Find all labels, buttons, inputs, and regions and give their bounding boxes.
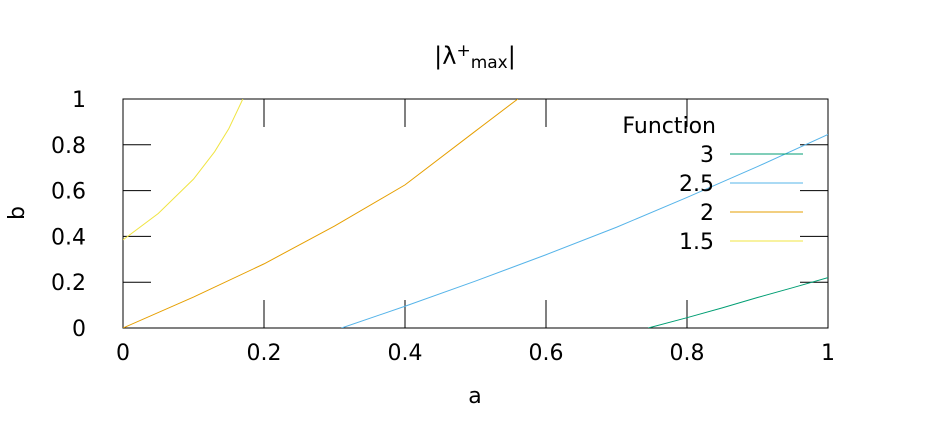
x-tick-label: 0.8 xyxy=(670,341,705,366)
x-tick-label: 0 xyxy=(116,341,130,366)
series-line-2-5 xyxy=(341,134,828,328)
series-line-2 xyxy=(123,99,519,328)
x-tick-labels: 0 0.2 0.4 0.6 0.8 1 xyxy=(116,341,835,366)
title-suffix: | xyxy=(508,42,516,70)
x-tick-label: 0.6 xyxy=(529,341,564,366)
title-superscript: + xyxy=(456,41,470,61)
x-axis-label: a xyxy=(468,384,481,409)
plot-frame xyxy=(122,98,829,329)
series-line-1-5 xyxy=(123,99,244,241)
x-tick-label: 0.4 xyxy=(388,341,423,366)
tick-marks xyxy=(122,98,829,329)
y-tick-label: 0.6 xyxy=(51,180,86,205)
y-tick-label: 0.2 xyxy=(51,271,86,296)
title-prefix: |λ xyxy=(434,42,456,70)
chart-title: |λ+max| xyxy=(434,41,516,73)
legend-label: 2.5 xyxy=(679,172,714,197)
y-tick-label: 0.4 xyxy=(51,225,86,250)
y-axis-label: b xyxy=(5,206,30,220)
series-lines xyxy=(123,99,828,328)
legend-label: 3 xyxy=(700,143,714,168)
y-tick-labels: 0 0.2 0.4 0.6 0.8 1 xyxy=(51,88,86,342)
title-subscript: max xyxy=(471,53,508,73)
legend-label: 1.5 xyxy=(679,230,714,255)
legend-title: Function xyxy=(622,114,716,139)
x-tick-label: 1 xyxy=(821,341,835,366)
y-tick-label: 0 xyxy=(72,317,86,342)
legend: Function 3 2.5 2 1.5 xyxy=(622,114,803,255)
legend-label: 2 xyxy=(700,201,714,226)
x-tick-label: 0.2 xyxy=(247,341,282,366)
series-line-3 xyxy=(648,277,828,328)
y-tick-label: 1 xyxy=(72,88,86,113)
y-tick-label: 0.8 xyxy=(51,134,86,159)
